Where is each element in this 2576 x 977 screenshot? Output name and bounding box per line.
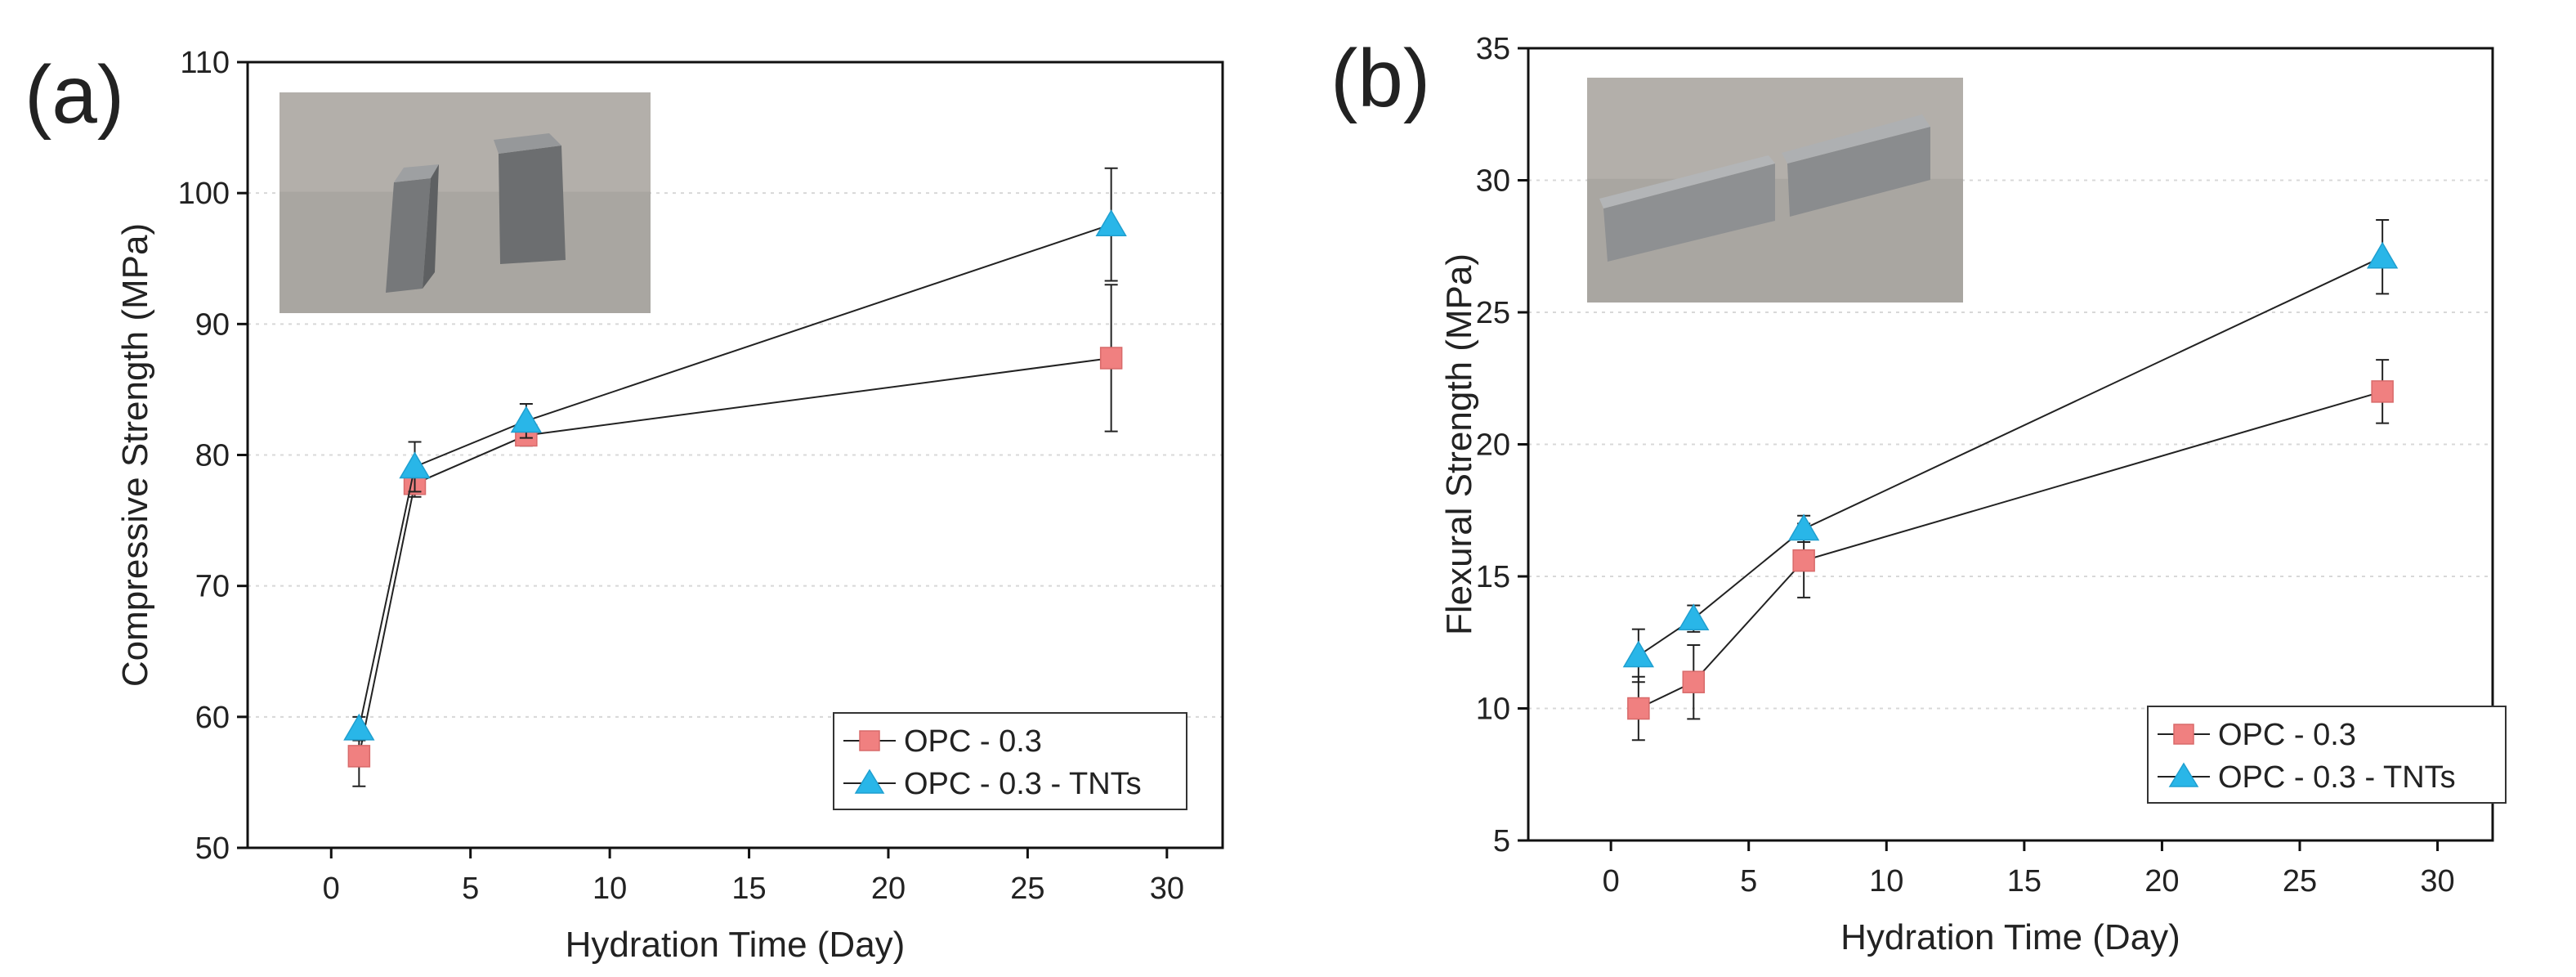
- specimen-cube-left-side: [423, 164, 439, 289]
- legend-box: [2147, 706, 2507, 804]
- legend-marker-triangle: [854, 769, 885, 794]
- y-tick-label: 100: [178, 177, 230, 211]
- y-tick-label: 5: [1493, 824, 1510, 858]
- data-point-square: [347, 745, 371, 768]
- data-point-square: [1627, 697, 1650, 720]
- data-point-square: [1792, 549, 1815, 572]
- x-tick-label: 20: [2144, 864, 2179, 899]
- x-axis: 0 5 10 15 20 25 30: [323, 848, 1184, 906]
- x-tick-label: 0: [1603, 864, 1620, 899]
- x-axis-title: Hydration Time (Day): [1840, 917, 2180, 957]
- series-line: [358, 223, 1111, 729]
- series-opc-0-3-tnts: [343, 167, 1127, 742]
- y-tick-label: 90: [195, 307, 230, 342]
- legend-label: OPC - 0.3: [904, 724, 1042, 759]
- specimen-cube-right-top: [494, 133, 561, 154]
- chart-panel-a: (a) 0 5 10 15 20 25 30 50 60 70 80 90 100 110 Hydration…: [25, 46, 1224, 965]
- x-tick-label: 30: [1150, 872, 1184, 906]
- panel-label: (b): [1330, 33, 1430, 124]
- y-tick-label: 25: [1476, 296, 1510, 330]
- specimen-photo: [280, 92, 651, 313]
- chart-panel-b: (b) 0 5 10 15 20 25 30 5 10 15 20 25 30 35 Hydration Ti…: [1330, 32, 2507, 957]
- series-line: [358, 356, 1111, 757]
- x-axis-title: Hydration Time (Day): [566, 925, 906, 965]
- data-point-square: [1682, 670, 1706, 693]
- specimen-photo: [1587, 78, 1963, 303]
- x-tick-label: 20: [871, 872, 906, 906]
- x-tick-label: 10: [593, 872, 627, 906]
- specimen-prism-left: [1603, 164, 1775, 262]
- series-opc-0-3-tnts: [1622, 218, 2399, 683]
- legend: OPC - 0.3 OPC - 0.3 - TNTs: [833, 712, 1187, 810]
- x-tick-label: 0: [323, 872, 340, 906]
- data-point-triangle: [1678, 603, 1710, 631]
- legend-label: OPC - 0.3 - TNTs: [2218, 760, 2456, 795]
- y-tick-label: 15: [1476, 560, 1510, 594]
- legend: OPC - 0.3 OPC - 0.3 - TNTs: [2147, 706, 2507, 804]
- y-axis-title: Compressive Strength (MPa): [115, 223, 155, 687]
- x-tick-label: 25: [2283, 864, 2317, 899]
- data-point-triangle: [343, 713, 375, 741]
- y-tick-label: 110: [180, 46, 230, 80]
- x-tick-label: 30: [2420, 864, 2454, 899]
- legend-label: OPC - 0.3: [2218, 718, 2356, 752]
- series-line: [1638, 256, 2383, 657]
- y-axis: 50 60 70 80 90 100 110: [178, 46, 248, 866]
- y-axis: 5 10 15 20 25 30 35: [1476, 32, 1528, 858]
- data-point-square: [2371, 380, 2394, 403]
- y-tick-label: 70: [195, 570, 230, 604]
- y-tick-label: 60: [195, 701, 230, 735]
- x-axis: 0 5 10 15 20 25 30: [1603, 840, 2455, 899]
- panel-label: (a): [25, 49, 124, 141]
- legend-box: [833, 712, 1187, 810]
- data-point-triangle: [1787, 513, 1820, 541]
- y-tick-label: 35: [1476, 32, 1510, 66]
- photo-wall: [280, 92, 651, 192]
- series-line: [1638, 390, 2383, 710]
- y-tick-label: 80: [195, 439, 230, 473]
- x-tick-label: 15: [2007, 864, 2042, 899]
- specimen-cube-right-face: [499, 146, 566, 264]
- specimen-cube-left-face: [386, 178, 431, 293]
- legend-marker-square: [2173, 724, 2194, 745]
- y-tick-label: 50: [195, 831, 230, 866]
- x-tick-label: 5: [1740, 864, 1757, 899]
- data-point-triangle: [399, 451, 431, 479]
- x-tick-label: 25: [1010, 872, 1044, 906]
- legend-label: OPC - 0.3 - TNTs: [904, 767, 1142, 801]
- data-point-triangle: [2366, 241, 2399, 269]
- series-opc-0-3: [1627, 359, 2394, 742]
- data-point-triangle: [510, 406, 543, 433]
- y-axis-title: Flexural Strength (MPa): [1439, 253, 1479, 635]
- data-point-triangle: [1095, 209, 1127, 236]
- specimen-prism-left-top: [1599, 155, 1775, 208]
- y-tick-label: 30: [1476, 164, 1510, 199]
- legend-marker-triangle: [2168, 762, 2199, 787]
- specimen-prism-right: [1787, 127, 1930, 217]
- y-tick-label: 20: [1476, 428, 1510, 463]
- y-tick-label: 10: [1476, 692, 1510, 727]
- data-point-square: [1099, 347, 1123, 370]
- specimen-cube-left-top: [394, 164, 439, 182]
- specimen-prism-right-top: [1782, 114, 1930, 164]
- x-tick-label: 5: [462, 872, 479, 906]
- data-point-triangle: [1622, 640, 1655, 668]
- x-tick-label: 10: [1869, 864, 1903, 899]
- x-tick-label: 15: [731, 872, 766, 906]
- legend-marker-square: [859, 730, 880, 751]
